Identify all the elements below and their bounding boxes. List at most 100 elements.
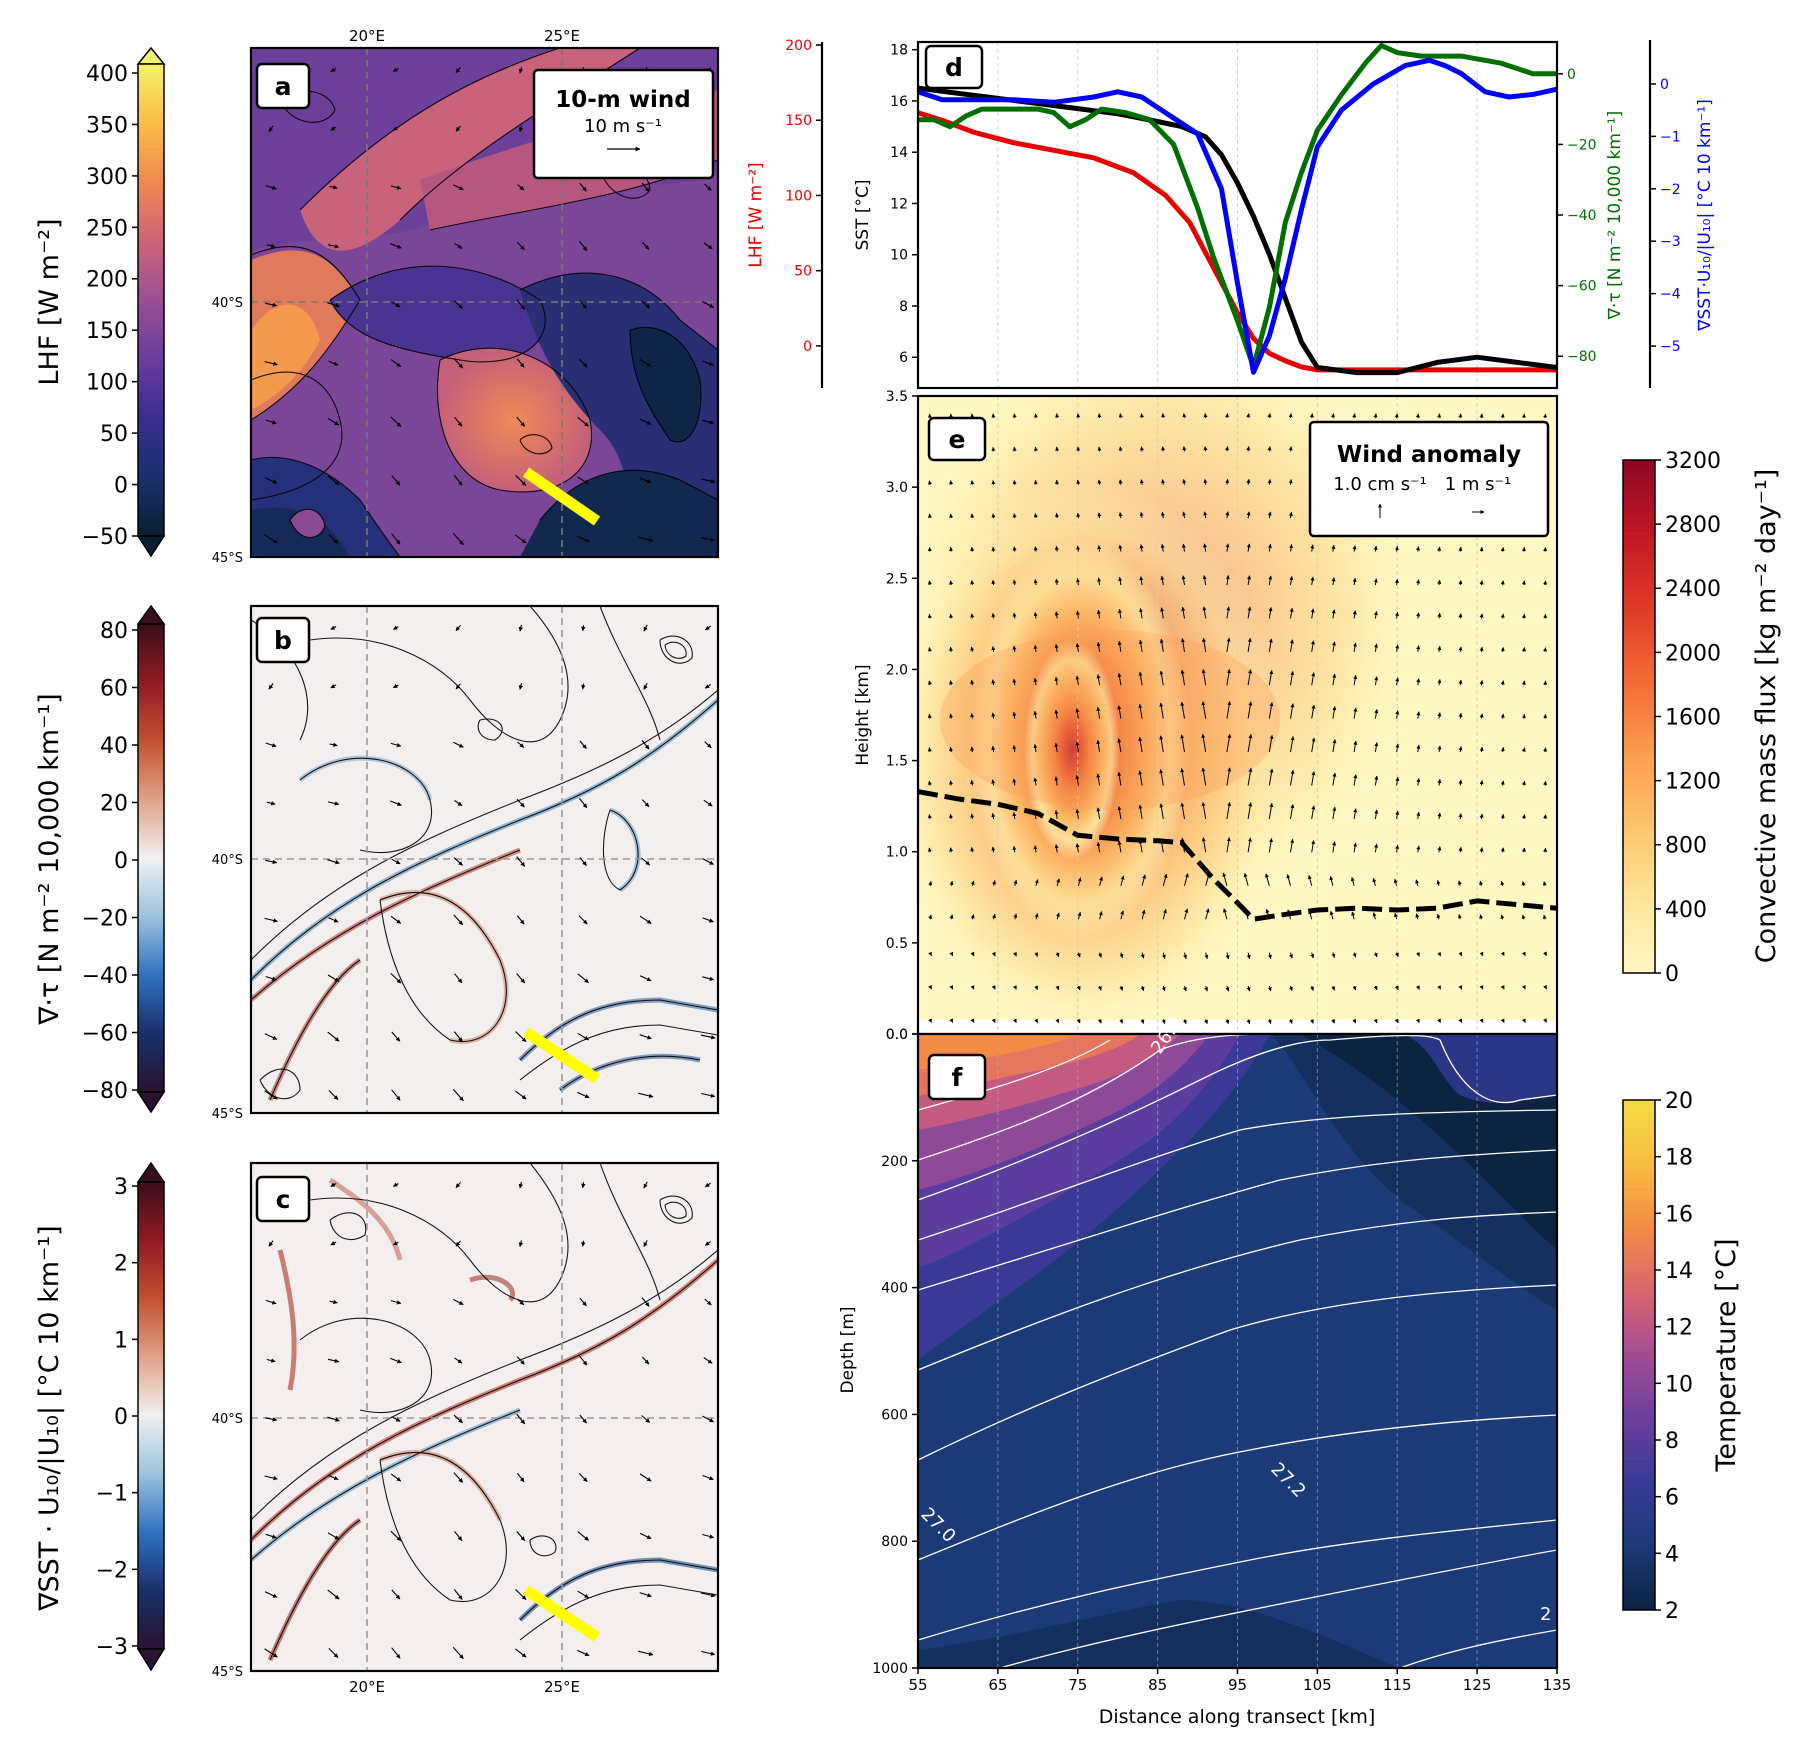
wind-anomaly-vector (991, 679, 996, 686)
wind-anomaly-vector (1332, 806, 1337, 819)
wind-anomaly-vector (1267, 952, 1272, 959)
wind-anomaly-vector (1500, 747, 1505, 753)
wind-vector (639, 1592, 652, 1598)
wind-vector (329, 1299, 338, 1305)
wind-anomaly-vector (949, 880, 954, 886)
wind-anomaly-vector (1437, 985, 1441, 990)
wind-anomaly-vector (949, 780, 953, 786)
wind-anomaly-vector (1033, 710, 1038, 719)
wind-vector (452, 1088, 464, 1102)
wind-anomaly-vector (1201, 733, 1207, 753)
temp-tick-label: 18 (1665, 1146, 1693, 1171)
transect-line (522, 1585, 601, 1642)
wind-anomaly-vector (1246, 985, 1251, 992)
wind-vector (392, 1241, 399, 1246)
wind-anomaly-vector (1161, 985, 1166, 992)
wind-anomaly-vector (1225, 1019, 1230, 1025)
wind-anomaly-vector (1225, 952, 1230, 960)
wind-anomaly-vector (1162, 909, 1167, 920)
wind-vector (639, 1473, 652, 1482)
wind-anomaly-vector (1332, 641, 1336, 652)
wind-anomaly-vector (1159, 769, 1164, 786)
wind-anomaly-vector (1353, 774, 1358, 786)
wind-anomaly-vector (1075, 643, 1080, 652)
wind-anomaly-vector (970, 546, 975, 552)
wind-anomaly-vector (1521, 413, 1526, 418)
wind-anomaly-vector (1226, 733, 1232, 753)
wind-anomaly-vector (1054, 709, 1059, 719)
wind-anomaly-vector (1500, 547, 1505, 552)
wind-anomaly-vector (1120, 875, 1125, 886)
wind-vector (265, 302, 278, 308)
wind-vector (578, 1473, 588, 1482)
wind-vector (639, 477, 652, 484)
wind-anomaly-vector (1012, 845, 1017, 853)
wind-anomaly-vector (1247, 734, 1253, 753)
wind-anomaly-vector (1139, 446, 1144, 452)
wind-vector (578, 358, 588, 368)
wind-anomaly-vector (970, 779, 975, 786)
wind-anomaly-vector (1331, 1019, 1335, 1024)
wind-anomaly-vector (1120, 910, 1125, 920)
wind-anomaly-vector (1437, 812, 1442, 819)
wind-anomaly-vector (949, 646, 954, 652)
wind-vector (454, 242, 463, 249)
wind-anomaly-vector (1055, 446, 1060, 452)
wind-anomaly-vector (1055, 512, 1059, 519)
wind-anomaly-vector (1119, 985, 1124, 991)
wind-anomaly-vector (1290, 703, 1295, 719)
f-x-tick-label: 85 (1148, 1676, 1167, 1694)
f-x-tick-label: 75 (1068, 1676, 1087, 1694)
transect-line (522, 1027, 601, 1084)
f-x-tick-label: 65 (988, 1676, 1007, 1694)
wind-anomaly-vector (928, 951, 932, 957)
wind-anomaly-vector (1329, 876, 1334, 886)
wind-anomaly-vector (1416, 678, 1421, 686)
wind-anomaly-vector (1077, 877, 1082, 886)
wind-anomaly-vector (1201, 802, 1207, 819)
wind-vector (514, 1648, 527, 1658)
wind-anomaly-vector (1332, 739, 1337, 753)
wind-anomaly-vector (1416, 778, 1421, 786)
temp-tick-label: 14 (1665, 1259, 1693, 1284)
wind-anomaly-vector (1437, 712, 1442, 719)
wind-anomaly-vector (1117, 640, 1122, 652)
wind-anomaly-vector (1332, 841, 1337, 853)
wind-anomaly-vector (1542, 881, 1547, 886)
wind-anomaly-vector (1311, 771, 1316, 786)
wind-vector (391, 301, 401, 308)
wind-anomaly-vector (1394, 578, 1399, 586)
wind-legend-title: 10-m wind (555, 87, 691, 113)
wind-anomaly-vector (1139, 511, 1144, 519)
wind-anomaly-vector (1117, 672, 1122, 686)
wind-anomaly-vector (1076, 446, 1081, 452)
wind-vector (577, 973, 589, 984)
wind-anomaly-vector (949, 813, 954, 819)
wind-anomaly-vector (1182, 1019, 1187, 1025)
wind-vector (327, 1416, 340, 1422)
mass-tick-label: 2400 (1665, 577, 1721, 602)
wind-anomaly-vector (970, 646, 975, 652)
panel-label-e: e (949, 425, 966, 454)
div-tau-tick-label: −80 (82, 1079, 128, 1104)
wind-vector (516, 915, 525, 925)
wind-anomaly-vector (1289, 576, 1294, 586)
wind-vector (264, 1591, 278, 1598)
wind-anomaly-vector (1097, 512, 1102, 519)
wind-anomaly-vector (1521, 680, 1526, 686)
wind-anomaly-vector (991, 646, 996, 652)
wind-anomaly-vector (1118, 413, 1123, 418)
panel-label-d: d (945, 53, 963, 82)
wind-anomaly-vector (1479, 646, 1484, 652)
wind-anomaly-vector (1416, 711, 1421, 719)
wind-anomaly-vector (1117, 840, 1122, 853)
temp-tick-label: 2 (1665, 1599, 1679, 1624)
wind-anomaly-vector (1395, 677, 1400, 686)
wind-vector (701, 1092, 716, 1098)
wind-anomaly-vector (1290, 804, 1295, 819)
wind-anomaly-vector (1226, 801, 1232, 819)
wind-anomaly-vector (1161, 1019, 1166, 1024)
wind-anomaly-vector (1075, 610, 1080, 619)
map-panel-b: b 40°S 45°S (212, 604, 720, 1122)
d-sstu-tick-label: 0 (1660, 77, 1669, 93)
